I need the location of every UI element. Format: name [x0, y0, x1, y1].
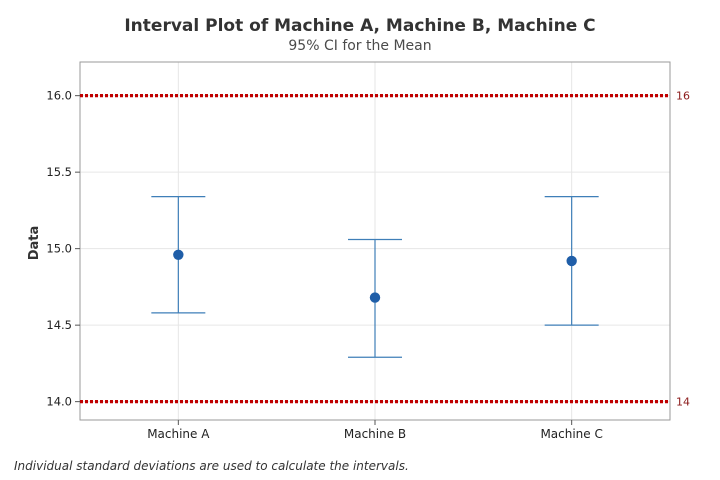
footnote: Individual standard deviations are used …: [14, 459, 409, 473]
y-tick-label: 14.5: [46, 318, 72, 332]
y-tick-label: 16.0: [46, 89, 72, 103]
y-tick-label: 14.0: [46, 395, 72, 409]
mean-point: [369, 292, 381, 303]
mean-point: [566, 255, 577, 267]
x-tick-label: Machine B: [344, 427, 406, 441]
interval-series: [151, 196, 599, 358]
x-axis-ticks: Machine A Machine B Machine C: [147, 420, 603, 441]
reference-line-label: 14: [676, 396, 690, 409]
chart-title: Interval Plot of Machine A, Machine B, M…: [124, 16, 595, 36]
y-axis-label: Data: [27, 226, 42, 261]
y-axis-ticks: 14.0 14.5 15.0 15.5 16.0: [46, 89, 80, 409]
x-tick-label: Machine A: [147, 427, 210, 441]
x-tick-label: Machine C: [540, 427, 602, 441]
mean-point: [173, 249, 184, 260]
reference-line-label: 16: [676, 90, 690, 103]
chart-subtitle: 95% CI for the Mean: [288, 38, 431, 54]
y-tick-label: 15.0: [46, 242, 72, 256]
y-tick-label: 15.5: [46, 165, 72, 179]
